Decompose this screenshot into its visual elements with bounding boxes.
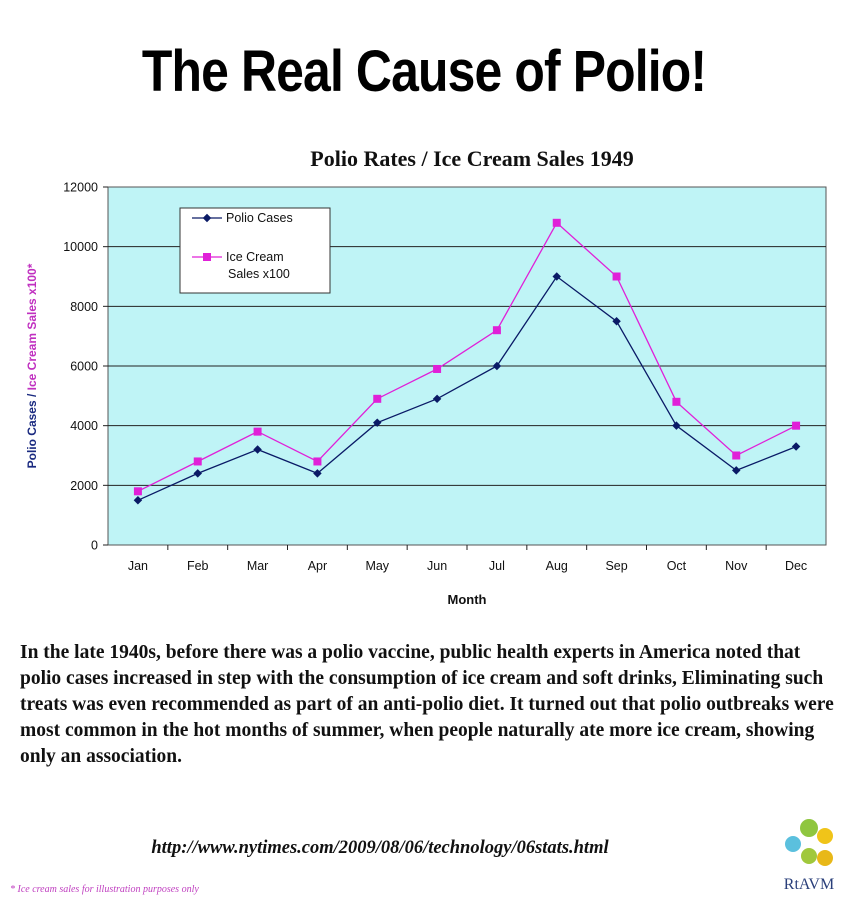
logo-dot xyxy=(817,850,833,866)
legend-icecream-marker xyxy=(203,253,211,261)
legend-polio-label: Polio Cases xyxy=(226,211,293,225)
x-tick-label: Apr xyxy=(308,559,327,573)
x-tick-label: Feb xyxy=(187,559,209,573)
series-layer xyxy=(133,218,801,505)
legend-icecream-label: Ice Cream Sales x100 xyxy=(226,250,290,281)
x-tick-label: Jul xyxy=(489,559,505,573)
legend-icecream-line1: Ice Cream xyxy=(226,250,284,264)
x-tick-label: Nov xyxy=(725,559,748,573)
y-axis-label-icecream: Ice Cream Sales x100* xyxy=(25,263,39,390)
logo-dots xyxy=(785,819,833,866)
logo-dot xyxy=(817,828,833,844)
x-tick-label: Jan xyxy=(128,559,148,573)
rtavm-logo: RtAVM xyxy=(778,816,840,896)
data-point-polio xyxy=(133,496,143,505)
logo-dot xyxy=(785,836,801,852)
x-tick-label: Mar xyxy=(247,559,269,573)
y-tick-label: 8000 xyxy=(70,300,98,314)
x-tick-label: Dec xyxy=(785,559,807,573)
legend: Polio Cases Ice Cream Sales x100 xyxy=(179,207,331,294)
logo-dot xyxy=(801,848,817,864)
data-point-icecream xyxy=(433,364,442,373)
data-point-polio xyxy=(732,466,741,475)
data-point-polio xyxy=(492,361,502,371)
data-point-icecream xyxy=(672,397,681,406)
legend-polio-marker xyxy=(202,213,212,223)
caption: In the late 1940s, before there was a po… xyxy=(20,642,834,767)
y-tick-label: 6000 xyxy=(70,360,98,374)
data-point-icecream xyxy=(373,394,382,403)
y-tick-label: 10000 xyxy=(63,240,98,254)
data-point-polio xyxy=(672,421,681,430)
y-tick-label: 0 xyxy=(91,539,98,553)
y-axis-label-polio: Polio Cases / xyxy=(25,390,39,468)
data-point-icecream xyxy=(552,218,561,227)
data-point-polio xyxy=(313,469,322,478)
y-tick-label: 12000 xyxy=(63,181,98,195)
headline: The Real Cause of Polio! xyxy=(141,39,707,104)
data-point-icecream xyxy=(492,326,501,335)
y-tick-labels: 0 2000 4000 6000 8000 10000 12000 xyxy=(63,181,98,553)
data-point-icecream xyxy=(133,487,142,496)
data-point-icecream xyxy=(253,427,262,436)
y-tick-label: 4000 xyxy=(70,419,98,433)
x-tick-label: Jun xyxy=(427,559,447,573)
logo-dot xyxy=(800,819,818,837)
polio-icecream-chart: Polio Rates / Ice Cream Sales 1949 0 2000… xyxy=(25,146,827,607)
y-tick-label: 2000 xyxy=(70,479,98,493)
x-axis-label: Month xyxy=(448,592,487,607)
data-point-icecream xyxy=(193,457,202,466)
x-tick-label: Aug xyxy=(546,559,568,573)
data-point-polio xyxy=(612,317,621,326)
x-tick-label: May xyxy=(365,559,389,573)
data-point-polio xyxy=(432,394,442,404)
data-point-icecream xyxy=(792,421,801,430)
data-point-icecream xyxy=(732,451,741,460)
legend-box xyxy=(179,207,331,294)
footnote: * Ice cream sales for illustration purpo… xyxy=(10,884,199,895)
y-axis-label: Polio Cases / Ice Cream Sales x100* xyxy=(25,263,39,468)
source-url[interactable]: http://www.nytimes.com/2009/08/06/techno… xyxy=(151,838,609,858)
series-line-icecream xyxy=(137,221,797,492)
chart-title: Polio Rates / Ice Cream Sales 1949 xyxy=(310,146,633,171)
legend-icecream-line2: Sales x100 xyxy=(228,267,290,281)
data-point-polio xyxy=(373,418,382,427)
x-tick-labels: Jan Feb Mar Apr May Jun Jul Aug Sep Oct Nov Dec xyxy=(128,559,807,573)
data-point-polio xyxy=(552,272,561,281)
series-line-polio xyxy=(137,275,797,501)
logo-text: RtAVM xyxy=(783,876,835,893)
data-point-icecream xyxy=(313,457,322,466)
data-point-polio xyxy=(193,469,202,478)
x-tick-label: Sep xyxy=(605,559,627,573)
data-point-icecream xyxy=(612,272,621,281)
data-point-polio xyxy=(791,442,801,451)
x-tick-label: Oct xyxy=(667,559,687,573)
